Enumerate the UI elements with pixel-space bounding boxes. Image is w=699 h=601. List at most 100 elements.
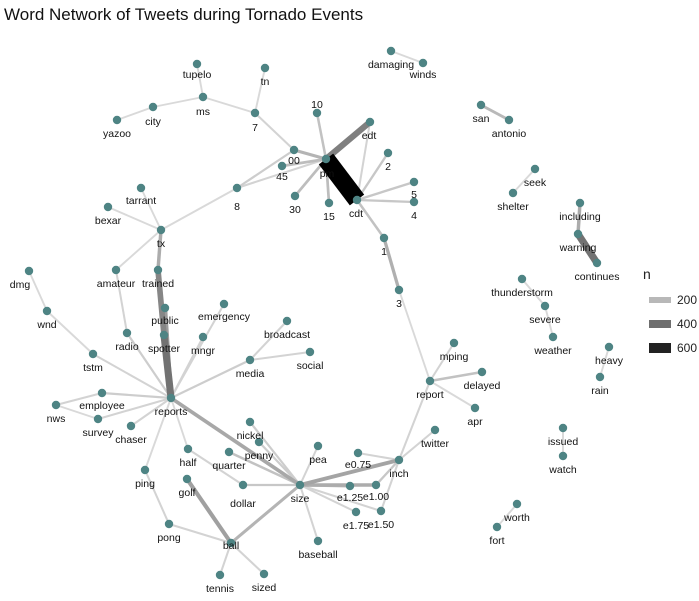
- node-label-radio: radio: [115, 341, 139, 353]
- node-label-nws: nws: [47, 413, 66, 425]
- node-worth: [512, 499, 522, 509]
- node-thunderstorm: [517, 274, 527, 284]
- node-warning: [573, 229, 583, 239]
- edge-media-reports: [170, 359, 251, 399]
- edge-pea-size: [299, 445, 319, 486]
- node-delayed: [477, 367, 487, 377]
- node-inch: [394, 455, 404, 465]
- edge-chaser-reports: [130, 397, 172, 427]
- edge-heavy-rain: [599, 346, 610, 378]
- node-watch: [558, 451, 568, 461]
- node-apr: [470, 403, 480, 413]
- legend-key-swatch: [649, 297, 671, 303]
- node-tennis: [215, 570, 225, 580]
- node-5: [409, 177, 419, 187]
- node-label-pm: pm: [320, 168, 335, 180]
- node-pea: [313, 441, 323, 451]
- node-label-heavy: heavy: [595, 355, 624, 367]
- edge-city-ms: [152, 96, 204, 108]
- node-label-tarrant: tarrant: [126, 195, 156, 207]
- edge-employee-reports: [101, 391, 172, 400]
- node-label-ping: ping: [135, 478, 155, 490]
- legend-title: n: [643, 266, 651, 282]
- node-7: [250, 108, 260, 118]
- node-nickel: [245, 417, 255, 427]
- node-label-half: half: [180, 457, 197, 469]
- node-label-pong: pong: [157, 532, 181, 544]
- edge-cdt-1: [355, 199, 386, 239]
- node-label-mngr: mngr: [191, 345, 215, 357]
- edge-severe-weather: [544, 305, 554, 338]
- node-label-delayed: delayed: [464, 380, 501, 392]
- node-label-edt: edt: [362, 130, 377, 142]
- node-label-antonio: antonio: [492, 128, 527, 140]
- edge-00-pm: [293, 148, 327, 161]
- edge-sized-ball: [230, 542, 265, 575]
- node-label-2: 2: [385, 161, 391, 173]
- node-label-worth: worth: [503, 512, 530, 524]
- node-antonio: [504, 115, 514, 125]
- edge-tn-7: [254, 67, 266, 114]
- node-label-winds: winds: [409, 69, 437, 81]
- edge-reports-size: [169, 396, 302, 487]
- edge-baseball-size: [299, 484, 319, 542]
- node-label-nickel: nickel: [237, 430, 264, 442]
- edge-5-cdt: [356, 180, 415, 202]
- node-label-media: media: [236, 368, 265, 380]
- node-label-mping: mping: [440, 351, 469, 363]
- node-label-ms: ms: [196, 106, 210, 118]
- legend-entry-label: 200: [677, 293, 698, 307]
- edge-nws-employee: [55, 392, 103, 406]
- edge-report-delayed: [429, 370, 483, 383]
- legend-key-swatch: [649, 320, 671, 328]
- node-tn: [260, 63, 270, 73]
- node-label-damaging: damaging: [368, 59, 414, 71]
- node-label-watch: watch: [548, 464, 577, 476]
- node-employee: [97, 388, 107, 398]
- edge-e1.75-size: [299, 484, 357, 513]
- node-label-30: 30: [289, 204, 301, 216]
- node-label-seek: seek: [524, 177, 547, 189]
- node-tx: [156, 225, 166, 235]
- node-label-3: 3: [396, 298, 402, 310]
- node-social: [305, 347, 315, 357]
- node-label-penny: penny: [245, 450, 274, 462]
- node-label-apr: apr: [467, 416, 483, 428]
- node-label-severe: severe: [529, 314, 561, 326]
- node-label-reports: reports: [155, 406, 188, 418]
- node-label-twitter: twitter: [421, 438, 450, 450]
- node-label-fort: fort: [489, 535, 504, 547]
- node-label-yazoo: yazoo: [103, 128, 131, 140]
- legend: n 200 400 600: [643, 266, 699, 360]
- node-label-dmg: dmg: [10, 279, 31, 291]
- node-damaging: [386, 46, 396, 56]
- node-spotter: [159, 330, 169, 340]
- node-label-dollar: dollar: [230, 498, 256, 510]
- node-label-15: 15: [323, 211, 335, 223]
- edge-amateur-radio: [114, 269, 129, 334]
- node-label-size: size: [291, 493, 310, 505]
- node-label-san: san: [473, 113, 490, 125]
- edge-golf-ball: [185, 477, 233, 545]
- edge-broadcast-media: [249, 320, 288, 361]
- node-chaser: [126, 421, 136, 431]
- edge-tx-trained: [156, 229, 163, 271]
- node-label-weather: weather: [533, 345, 572, 357]
- node-quarter: [224, 447, 234, 457]
- node-seek: [530, 164, 540, 174]
- node-label-tstm: tstm: [83, 362, 103, 374]
- node-penny: [254, 437, 264, 447]
- node-3: [394, 285, 404, 295]
- node-label-employee: employee: [79, 400, 125, 412]
- edge-wnd-tstm: [46, 310, 94, 355]
- edge-ping-pong: [144, 469, 170, 525]
- node-twitter: [430, 425, 440, 435]
- edge-nws-survey: [55, 404, 99, 420]
- edge-tx-8: [160, 187, 238, 231]
- node-label-inch: inch: [389, 468, 408, 480]
- node-label-7: 7: [252, 122, 258, 134]
- node-10: [312, 108, 322, 118]
- node-label-tx: tx: [157, 238, 166, 250]
- edge-7-00: [254, 112, 295, 151]
